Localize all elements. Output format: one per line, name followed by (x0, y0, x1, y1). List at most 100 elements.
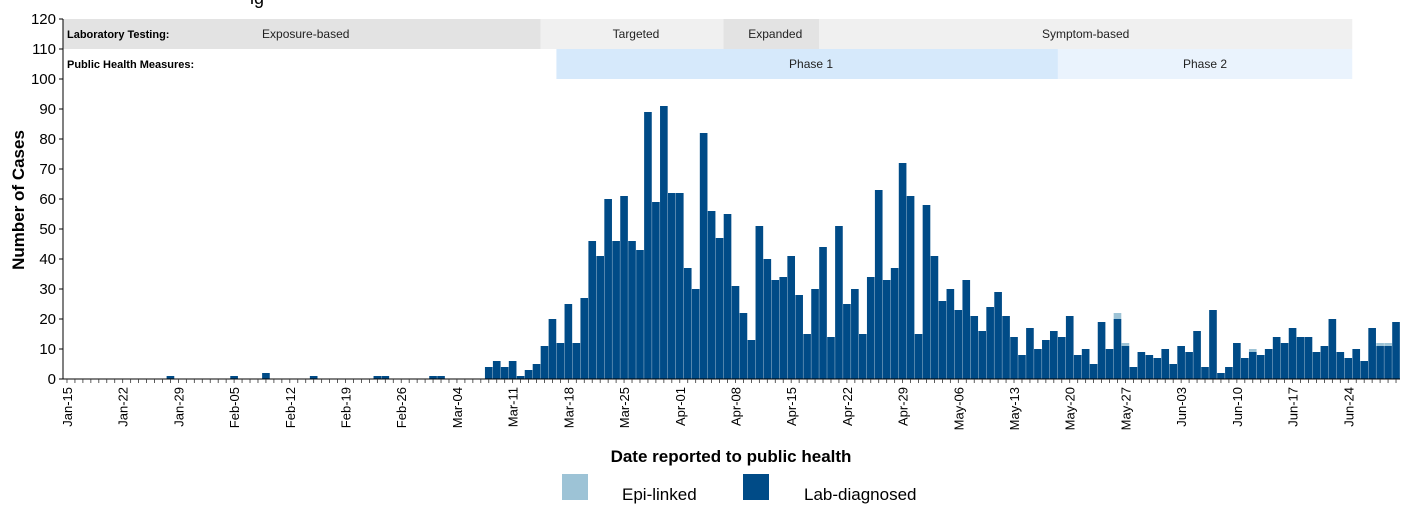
bar-lab-diagnosed (588, 241, 597, 379)
y-tick-label: 120 (31, 11, 56, 28)
bar-lab-diagnosed (1240, 358, 1249, 379)
band-segment (63, 19, 549, 49)
bar-lab-diagnosed (1392, 322, 1400, 379)
bar-lab-diagnosed (747, 340, 756, 379)
bar-lab-diagnosed (970, 316, 979, 379)
bar-lab-diagnosed (715, 238, 724, 379)
bar-lab-diagnosed (803, 334, 811, 379)
bar-lab-diagnosed (230, 376, 238, 379)
bars (166, 106, 1400, 379)
band-segment-label: Expanded (748, 27, 802, 41)
x-tick-label: Jun-10 (1230, 387, 1245, 427)
bar-lab-diagnosed (827, 337, 835, 379)
band-segment (1057, 49, 1353, 79)
bar-lab-diagnosed (1177, 346, 1185, 379)
band-segment-label: Phase 2 (1183, 57, 1227, 71)
bar-epi-linked (1376, 343, 1384, 346)
x-tick-label: Feb-26 (394, 387, 409, 428)
bar-lab-diagnosed (1121, 346, 1130, 379)
y-axis-title: Number of Cases (9, 130, 28, 270)
bar-lab-diagnosed (1026, 328, 1034, 379)
x-tick-label: Jan-22 (116, 387, 131, 427)
bar-lab-diagnosed (1225, 367, 1233, 379)
bar-lab-diagnosed (835, 226, 843, 379)
bar-lab-diagnosed (564, 304, 573, 379)
bar-lab-diagnosed (1360, 361, 1369, 379)
bar-lab-diagnosed (1018, 355, 1026, 379)
x-tick-label: Apr-15 (784, 387, 799, 426)
bar-lab-diagnosed (1328, 319, 1337, 379)
page-top-fragment: ig (250, 0, 264, 8)
bar-lab-diagnosed (1288, 328, 1297, 379)
bar-lab-diagnosed (429, 376, 437, 379)
bar-lab-diagnosed (381, 376, 390, 379)
x-tick-label: Apr-08 (728, 387, 743, 426)
y-tick-label: 50 (39, 221, 56, 238)
bar-lab-diagnosed (532, 364, 541, 379)
bar-lab-diagnosed (1153, 358, 1162, 379)
bar-lab-diagnosed (492, 361, 501, 379)
bar-lab-diagnosed (1376, 346, 1384, 379)
bar-lab-diagnosed (1312, 352, 1321, 379)
bar-lab-diagnosed (739, 313, 748, 379)
bar-lab-diagnosed (1089, 364, 1098, 379)
bar-lab-diagnosed (946, 289, 955, 379)
bar-lab-diagnosed (620, 196, 628, 379)
y-tick-label: 60 (39, 191, 56, 208)
bar-lab-diagnosed (1137, 352, 1146, 379)
bar-lab-diagnosed (596, 256, 605, 379)
legend-swatch-lab-diagnosed (743, 474, 769, 500)
x-tick-label: Feb-05 (227, 387, 242, 428)
x-tick-label: Jan-15 (60, 387, 75, 427)
bar-lab-diagnosed (779, 277, 788, 379)
bar-lab-diagnosed (986, 307, 994, 379)
bar-lab-diagnosed (1002, 316, 1010, 379)
band-segment-label: Targeted (613, 27, 660, 41)
bar-lab-diagnosed (309, 376, 318, 379)
x-axis-title: Date reported to public health (611, 447, 852, 466)
band-segment (723, 19, 827, 49)
bar-lab-diagnosed (667, 193, 676, 379)
bar-lab-diagnosed (1169, 364, 1178, 379)
bar-lab-diagnosed (819, 247, 827, 379)
bar-lab-diagnosed (914, 334, 923, 379)
bar-lab-diagnosed (556, 343, 565, 379)
bar-lab-diagnosed (1256, 355, 1265, 379)
legend: Epi-linked Lab-diagnosed (562, 474, 916, 504)
bar-lab-diagnosed (787, 256, 796, 379)
bar-lab-diagnosed (1105, 349, 1114, 379)
bar-lab-diagnosed (707, 211, 716, 379)
bar-lab-diagnosed (548, 319, 557, 379)
y-axis: 0 10 20 30 40 50 60 70 80 90 100 110 120 (31, 11, 64, 388)
x-tick-label: Mar-18 (561, 387, 576, 428)
x-tick-label: Jan-29 (171, 387, 186, 427)
x-axis: Jan-15 Jan-22 Jan-29 Feb-05 Feb-12 Feb-19 Feb-… (60, 378, 1400, 430)
band-title: Public Health Measures: (67, 59, 194, 71)
y-tick-label: 110 (32, 41, 56, 58)
bar-lab-diagnosed (1185, 352, 1193, 379)
bar-lab-diagnosed (628, 241, 636, 379)
bar-lab-diagnosed (906, 196, 915, 379)
bar-lab-diagnosed (612, 241, 620, 379)
bar-lab-diagnosed (1264, 349, 1273, 379)
bar-lab-diagnosed (1233, 343, 1241, 379)
y-tick-label: 90 (39, 101, 56, 118)
x-tick-label: Jun-24 (1341, 387, 1356, 427)
bar-lab-diagnosed (874, 190, 883, 379)
bar-lab-diagnosed (437, 376, 445, 379)
bar-lab-diagnosed (1296, 337, 1305, 379)
bar-lab-diagnosed (962, 280, 971, 379)
bar-lab-diagnosed (524, 370, 533, 379)
bar-lab-diagnosed (1352, 349, 1361, 379)
bar-lab-diagnosed (1280, 343, 1289, 379)
bar-lab-diagnosed (731, 286, 740, 379)
bar-lab-diagnosed (858, 334, 867, 379)
y-tick-label: 80 (39, 131, 56, 148)
bar-lab-diagnosed (1304, 337, 1313, 379)
x-tick-label: May-13 (1007, 387, 1022, 430)
bar-lab-diagnosed (1042, 340, 1050, 379)
bar-lab-diagnosed (954, 310, 963, 379)
x-tick-label: Mar-11 (506, 387, 521, 427)
bar-lab-diagnosed (166, 376, 175, 379)
